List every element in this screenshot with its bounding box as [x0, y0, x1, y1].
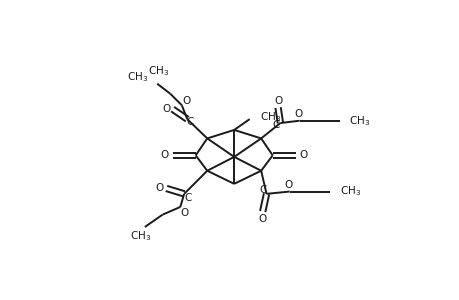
- Text: CH$_3$: CH$_3$: [348, 114, 369, 128]
- Text: O: O: [258, 214, 266, 224]
- Text: CH$_3$: CH$_3$: [148, 64, 169, 78]
- Text: O: O: [155, 183, 163, 193]
- Text: O: O: [182, 96, 190, 106]
- Text: O: O: [283, 180, 291, 190]
- Text: O: O: [299, 150, 307, 160]
- Text: CH$_3$: CH$_3$: [129, 229, 151, 243]
- Text: CH$_3$: CH$_3$: [340, 184, 361, 198]
- Text: C: C: [259, 185, 267, 195]
- Text: CH$_3$: CH$_3$: [127, 71, 148, 85]
- Text: C: C: [186, 117, 194, 127]
- Text: C: C: [184, 194, 191, 203]
- Text: O: O: [161, 150, 168, 160]
- Text: O: O: [162, 104, 170, 114]
- Text: CH$_3$: CH$_3$: [260, 110, 281, 124]
- Text: C: C: [272, 120, 280, 130]
- Text: O: O: [294, 109, 302, 119]
- Text: O: O: [274, 96, 282, 106]
- Text: O: O: [179, 208, 188, 218]
